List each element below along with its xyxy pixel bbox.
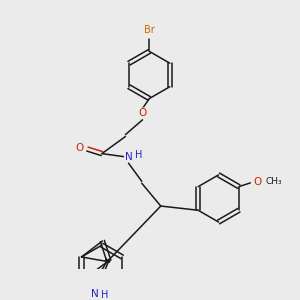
Text: H: H bbox=[100, 290, 108, 300]
Text: H: H bbox=[135, 150, 143, 160]
Text: CH₃: CH₃ bbox=[266, 177, 282, 186]
Text: Br: Br bbox=[144, 26, 155, 35]
Text: O: O bbox=[254, 177, 262, 187]
Text: O: O bbox=[138, 108, 147, 118]
Text: O: O bbox=[75, 142, 84, 152]
Text: N: N bbox=[91, 289, 99, 299]
Text: N: N bbox=[124, 152, 132, 162]
